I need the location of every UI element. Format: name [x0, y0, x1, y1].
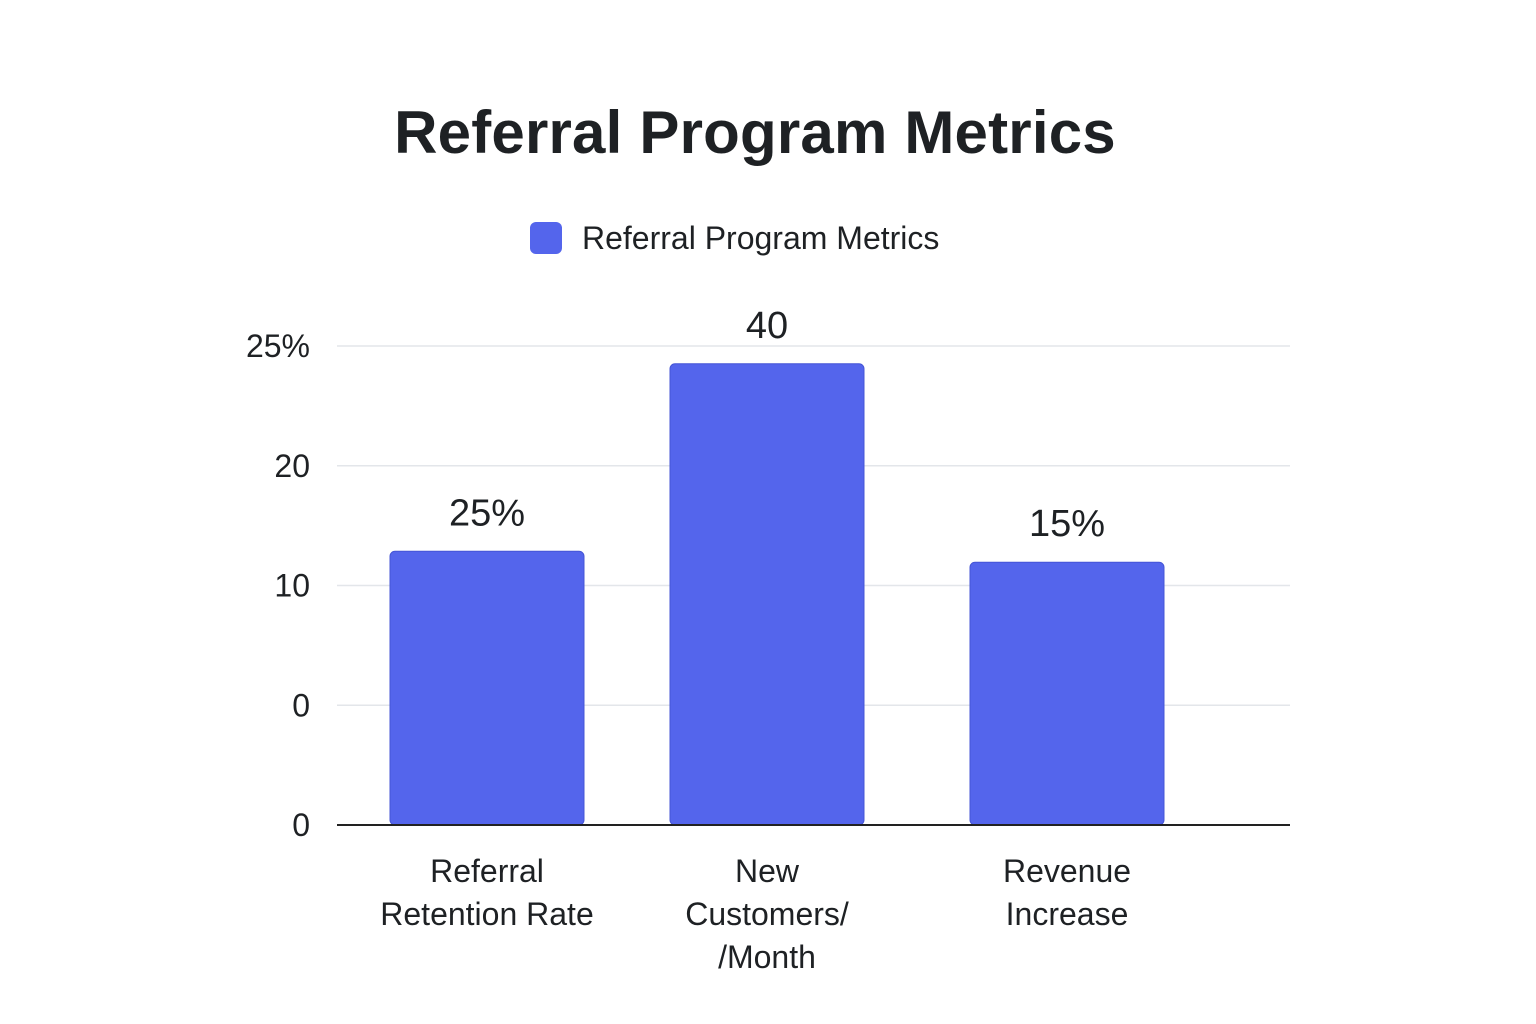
x-tick-label: Referral	[430, 853, 544, 889]
x-tick-label: New	[735, 853, 800, 889]
chart-title: Referral Program Metrics	[394, 99, 1116, 166]
y-tick-label: 25%	[246, 328, 310, 364]
y-tick-label: 0	[292, 807, 310, 843]
x-tick-label: Revenue	[1003, 853, 1131, 889]
x-tick-label: Increase	[1006, 896, 1129, 932]
bar	[669, 363, 865, 826]
x-tick-label: Customers/	[685, 896, 849, 932]
bar	[969, 561, 1165, 826]
bar-data-label: 25%	[449, 492, 525, 534]
legend-label: Referral Program Metrics	[582, 219, 940, 256]
x-tick-label: Retention Rate	[380, 896, 593, 932]
bar	[389, 550, 585, 826]
bar-data-label: 15%	[1029, 503, 1105, 545]
legend-swatch	[530, 222, 562, 254]
y-tick-label: 0	[292, 687, 310, 723]
bar-data-label: 40	[746, 305, 788, 347]
y-tick-label: 20	[274, 448, 310, 484]
x-tick-label: /Month	[718, 939, 816, 975]
legend: Referral Program Metrics	[530, 220, 939, 256]
y-tick-label: 10	[274, 568, 310, 604]
